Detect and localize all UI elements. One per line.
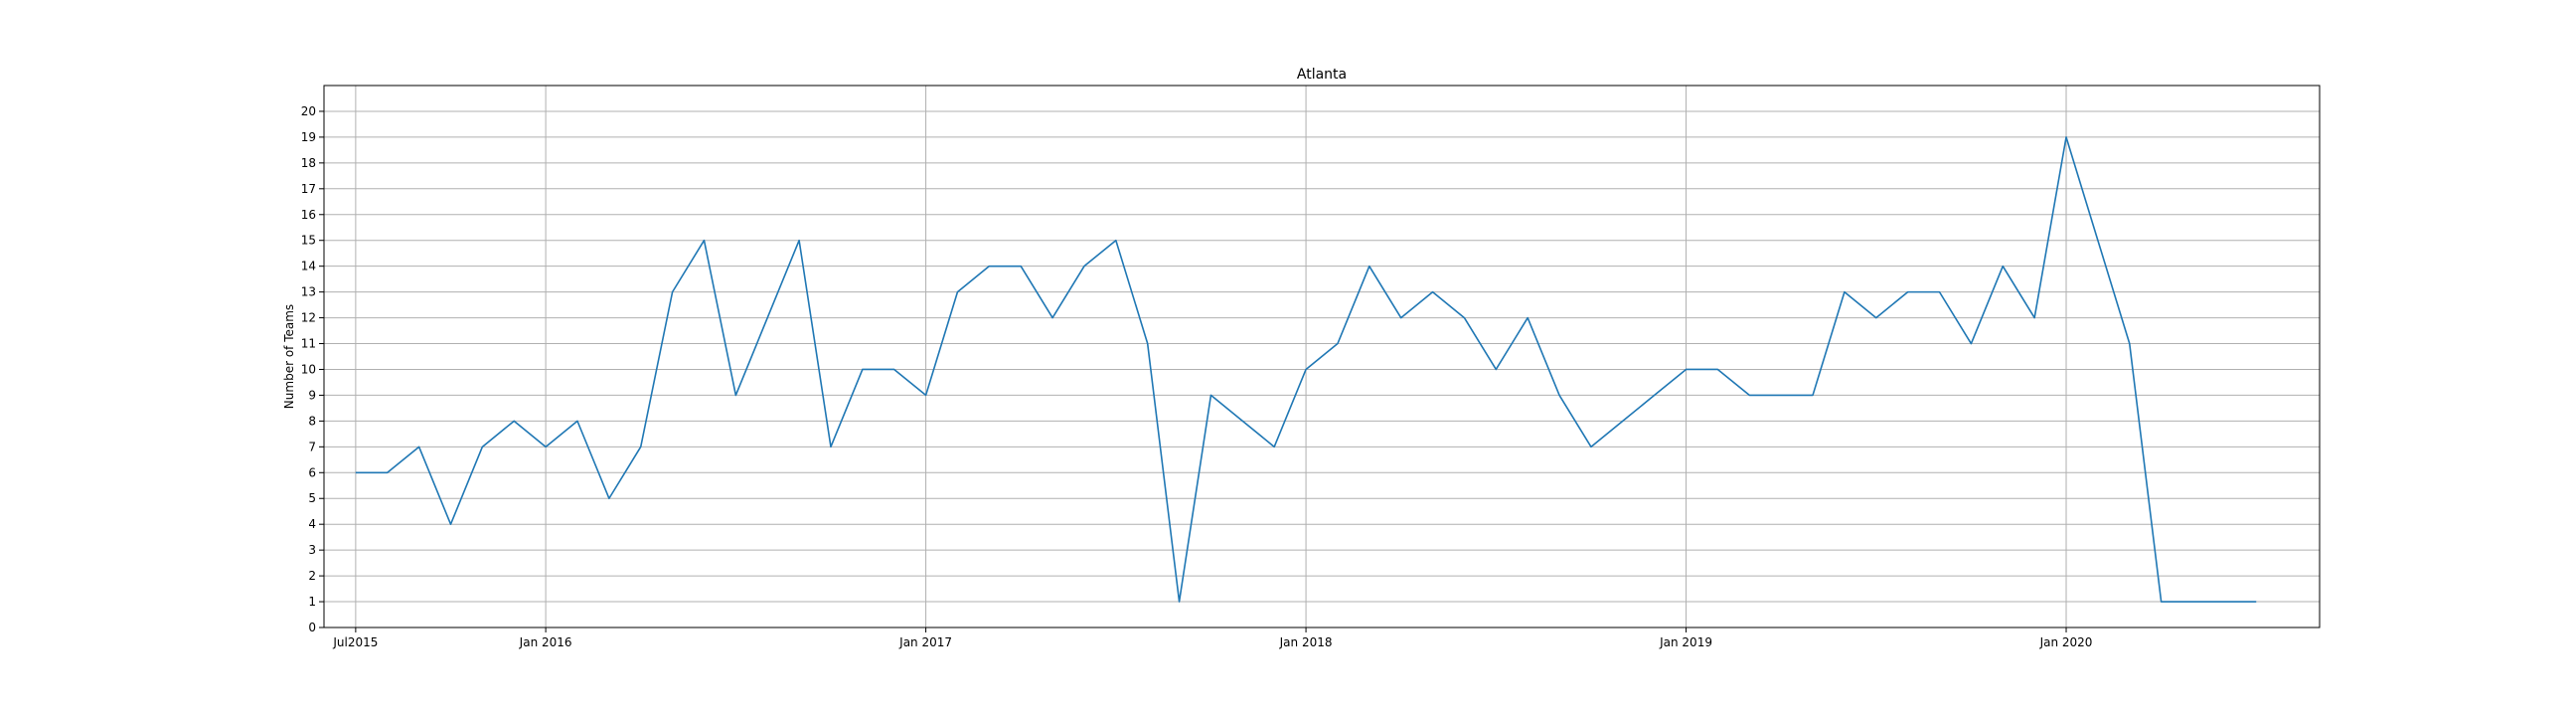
x-tick-label: Jan 2018 [1279, 635, 1333, 649]
y-tick-label: 10 [301, 362, 316, 376]
y-tick-label: 12 [301, 311, 316, 325]
y-tick-label: 5 [308, 491, 316, 505]
y-tick-label: 16 [301, 208, 316, 222]
y-tick-label: 9 [308, 388, 316, 402]
y-tick-label: 6 [308, 465, 316, 479]
x-tick-label: Jan 2019 [1659, 635, 1712, 649]
chart-title: Atlanta [1297, 67, 1347, 83]
y-tick-label: 19 [301, 130, 316, 144]
x-tick-label: Jan 2016 [519, 635, 572, 649]
y-tick-label: 11 [301, 337, 316, 351]
y-tick-label: 13 [301, 285, 316, 299]
y-tick-label: 14 [301, 260, 316, 273]
y-tick-label: 2 [308, 569, 316, 583]
y-tick-label: 1 [308, 595, 316, 609]
y-tick-label: 8 [308, 414, 316, 428]
x-tick-label: Jan 2020 [2039, 635, 2093, 649]
x-tick-label: Jul2015 [332, 635, 378, 649]
y-tick-label: 17 [301, 182, 316, 196]
series-layer [355, 136, 2257, 603]
y-tick-label: 3 [308, 543, 316, 557]
x-tick-label: Jan 2017 [898, 635, 952, 649]
y-tick-label: 18 [301, 156, 316, 170]
series-line [355, 136, 2257, 603]
plot-frame [323, 85, 2321, 628]
y-tick-label: 7 [308, 440, 316, 453]
y-axis-label: Number of Teams [282, 304, 296, 409]
y-tick-label: 4 [308, 517, 316, 531]
y-tick-label: 0 [308, 621, 316, 634]
y-tick-label: 15 [301, 234, 316, 248]
y-tick-label: 20 [301, 104, 316, 118]
